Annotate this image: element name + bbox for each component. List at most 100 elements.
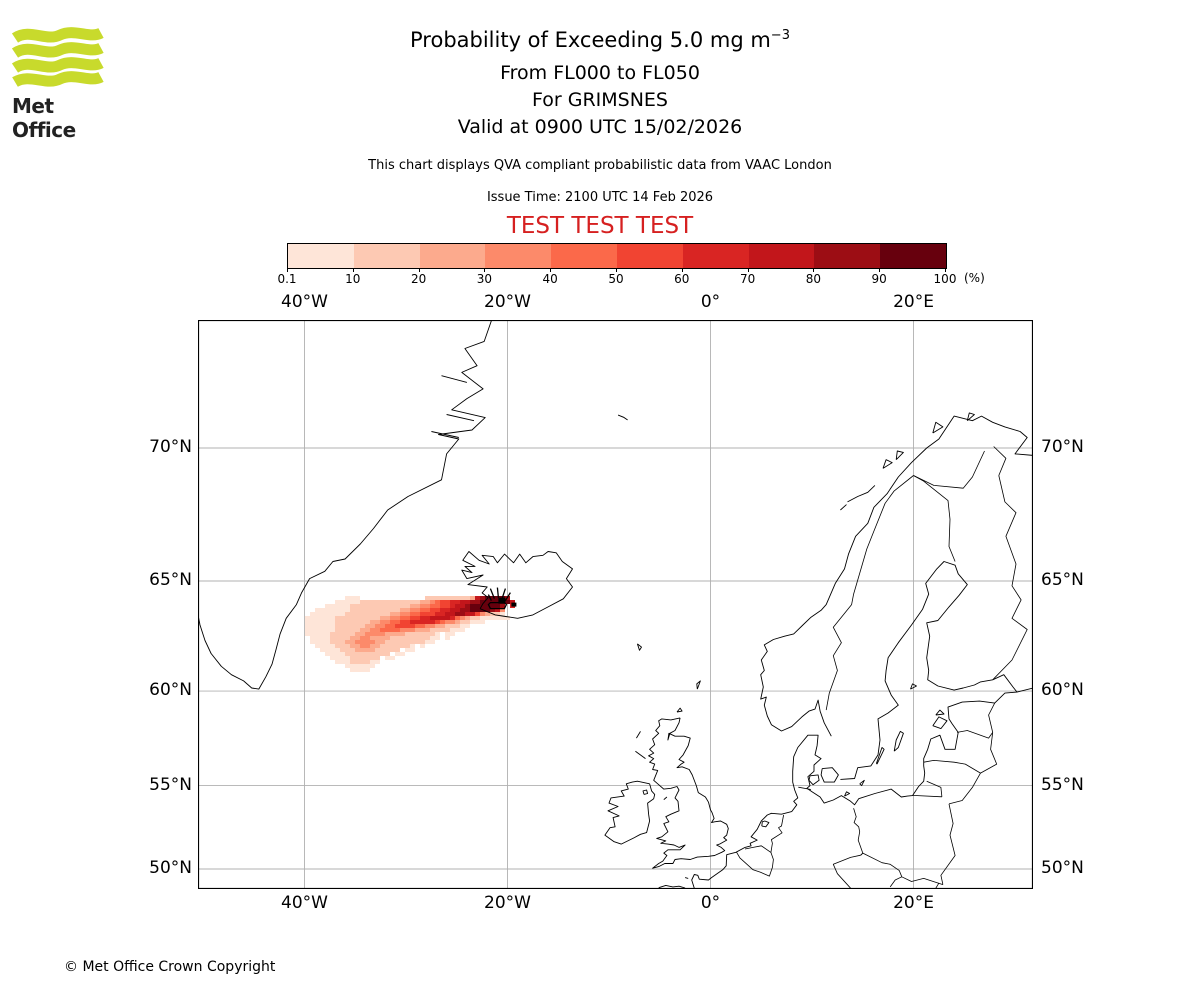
plume-cell	[500, 612, 505, 616]
plume-cell	[400, 636, 405, 640]
plume-cell	[330, 648, 335, 652]
plume-cell	[465, 620, 470, 624]
plume-cell	[420, 624, 425, 628]
coastline	[859, 779, 865, 787]
colorbar-segment	[880, 244, 946, 268]
plume-cell	[330, 624, 335, 628]
plume-cell	[315, 624, 320, 628]
lat-label-right: 55°N	[1041, 774, 1084, 795]
plume-cell	[310, 628, 315, 632]
lon-label-top: 0°	[700, 292, 721, 312]
plume-cell	[345, 620, 350, 624]
plume-cell	[380, 604, 385, 608]
issue-time: Issue Time: 2100 UTC 14 Feb 2026	[486, 190, 714, 205]
plume-cell	[505, 600, 510, 604]
lon-label-bottom: 20°W	[484, 893, 531, 913]
plume-cell	[445, 620, 450, 624]
plume-cell	[405, 640, 410, 644]
coastline	[691, 687, 1033, 889]
plume-cell	[460, 596, 465, 600]
plume-cell	[365, 660, 370, 664]
plume-cell	[410, 636, 415, 640]
copyright: © Met Office Crown Copyright	[64, 959, 276, 975]
plume-cell	[320, 640, 325, 644]
plume-cell	[485, 604, 490, 608]
coastline	[648, 717, 729, 869]
country-border	[825, 475, 914, 711]
plume-cell	[495, 612, 500, 616]
plume-cell	[335, 636, 340, 640]
plume-cell	[405, 628, 410, 632]
plume-cell	[375, 612, 380, 616]
plume-cell	[400, 644, 405, 648]
plume-cell	[340, 632, 345, 636]
volcano-eruption-ray	[496, 587, 500, 598]
plume-cell	[355, 668, 360, 672]
plume-cell	[365, 632, 370, 636]
volcano-marker	[487, 587, 517, 610]
plume-cell	[480, 600, 485, 604]
plume-cell	[435, 608, 440, 612]
plume-cell	[325, 624, 330, 628]
plume-cell	[385, 608, 390, 612]
plume-cell	[350, 660, 355, 664]
plume-cell	[350, 604, 355, 608]
plume-cell	[440, 608, 445, 612]
plume-cell	[435, 632, 440, 636]
plume-cell	[370, 640, 375, 644]
colorbar-tick	[287, 268, 288, 272]
plume-cell	[330, 636, 335, 640]
plume-cell	[320, 608, 325, 612]
plume-cell	[355, 632, 360, 636]
plume-cell	[425, 596, 430, 600]
plume-cell	[305, 624, 310, 628]
plume-cell	[385, 644, 390, 648]
plume-cell	[410, 620, 415, 624]
plume-cell	[355, 620, 360, 624]
plume-cell	[470, 616, 475, 620]
plume-cell	[335, 604, 340, 608]
plume-cell	[320, 632, 325, 636]
colorbar-tick-label: 10	[345, 272, 361, 286]
country-border	[923, 760, 981, 774]
plume-cell	[395, 616, 400, 620]
plume-cell	[480, 620, 485, 624]
plume-cell	[430, 624, 435, 628]
colorbar-tick-label: 90	[871, 272, 887, 286]
plume-cell	[340, 660, 345, 664]
plume-cell	[475, 596, 480, 600]
plume-cell	[360, 620, 365, 624]
plume-cell	[370, 644, 375, 648]
plume-cell	[445, 608, 450, 612]
plume-cell	[440, 612, 445, 616]
volcano-caldera-outline	[487, 601, 508, 610]
plume-cell	[350, 596, 355, 600]
lat-label-left: 65°N	[149, 570, 192, 590]
plume-cell	[345, 648, 350, 652]
coastline	[910, 683, 917, 690]
lon-label-bottom: 0°	[700, 893, 721, 913]
plume-cell	[470, 604, 475, 608]
plume-cell	[450, 620, 455, 624]
coastline	[761, 820, 770, 828]
plume-cell	[345, 608, 350, 612]
plume-cell	[390, 624, 395, 628]
country-border	[992, 475, 1028, 681]
map-frame	[198, 320, 1033, 889]
plume-cell	[340, 608, 345, 612]
plume-cell	[465, 608, 470, 612]
plume-cell	[360, 664, 365, 668]
coastline	[617, 414, 628, 421]
colorbar-tick-label: 30	[476, 272, 493, 286]
plume-cell	[470, 596, 475, 600]
plume-cell	[340, 628, 345, 632]
plume-cell	[415, 608, 420, 612]
plume-cell	[350, 628, 355, 632]
plume-cell	[450, 616, 455, 620]
plume-cell	[305, 616, 310, 620]
plume-cell	[320, 648, 325, 652]
plume-cell	[415, 628, 420, 632]
plume-cell	[445, 616, 450, 620]
plume-cell	[340, 640, 345, 644]
plume-cell	[445, 636, 450, 640]
